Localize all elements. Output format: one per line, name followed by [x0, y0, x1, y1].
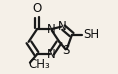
Text: N: N — [47, 23, 55, 36]
Text: N: N — [58, 20, 67, 33]
Text: SH: SH — [83, 28, 99, 41]
Text: S: S — [63, 44, 70, 57]
Text: CH₃: CH₃ — [29, 58, 50, 71]
Text: O: O — [32, 2, 42, 15]
Text: N: N — [47, 48, 55, 61]
